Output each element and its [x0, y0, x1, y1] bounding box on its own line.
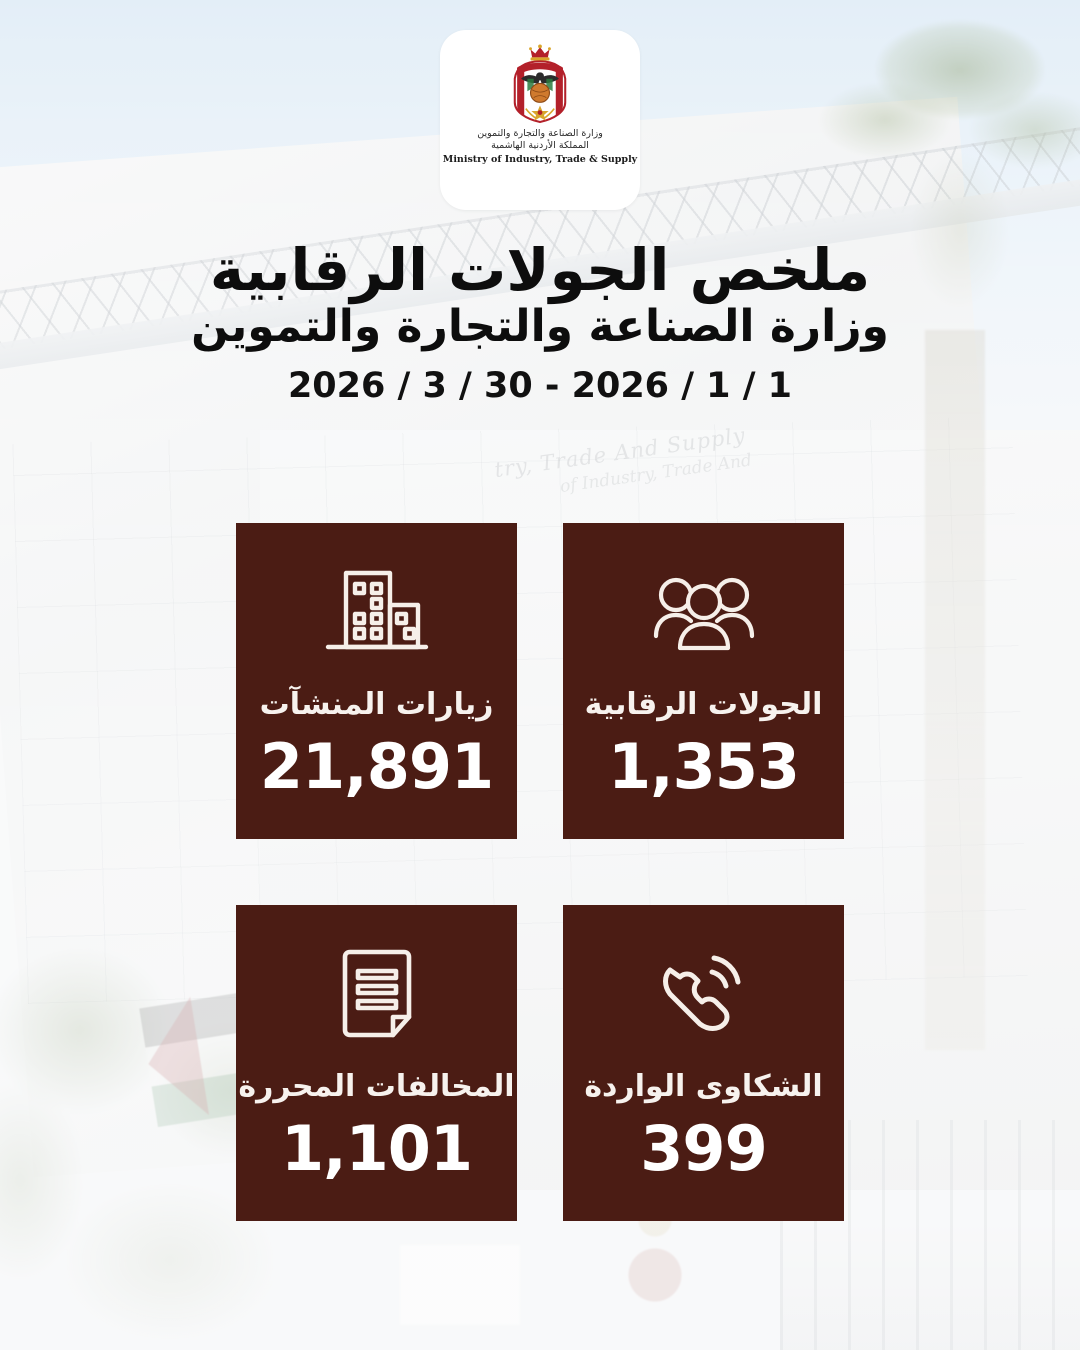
header-block: ملخص الجولات الرقابية وزارة الصناعة والت… [0, 238, 1080, 406]
people-group-icon [652, 565, 756, 661]
stats-grid: الجولات الرقابية 1,353 [236, 523, 844, 1221]
stat-value: 399 [640, 1112, 767, 1185]
page-title: ملخص الجولات الرقابية [209, 236, 871, 304]
stat-label: الشكاوى الواردة [584, 1069, 823, 1104]
stat-value: 1,353 [607, 730, 800, 803]
stat-card-inspection-rounds: الجولات الرقابية 1,353 [563, 523, 844, 839]
stat-label: الجولات الرقابية [584, 687, 823, 722]
stat-label: زيارات المنشآت [259, 687, 494, 722]
buildings-icon [322, 565, 432, 661]
date-range: 2026 / 3 / 30 - 2026 / 1 / 1 [287, 365, 793, 406]
stat-card-incoming-complaints: الشكاوى الواردة 399 [563, 905, 844, 1221]
stat-value: 1,101 [280, 1112, 473, 1185]
jordan-coat-of-arms-icon [513, 44, 567, 124]
phone-ringing-icon [656, 947, 752, 1043]
logo-arabic-kingdom-name: المملكة الأردنية الهاشمية [491, 140, 589, 151]
stat-card-issued-violations: المخالفات المحررة 1,101 [236, 905, 517, 1221]
page-subtitle: وزارة الصناعة والتجارة والتموين [191, 300, 889, 352]
stat-value: 21,891 [259, 730, 494, 803]
stat-card-facility-visits: زيارات المنشآت 21,891 [236, 523, 517, 839]
logo-arabic-ministry-name: وزارة الصناعة والتجارة والتموين [477, 128, 603, 139]
stat-label: المخالفات المحررة [238, 1069, 515, 1104]
logo-english-name: Ministry of Industry, Trade & Supply [442, 154, 638, 165]
ministry-logo: وزارة الصناعة والتجارة والتموين المملكة … [440, 30, 640, 210]
document-icon [335, 947, 419, 1043]
